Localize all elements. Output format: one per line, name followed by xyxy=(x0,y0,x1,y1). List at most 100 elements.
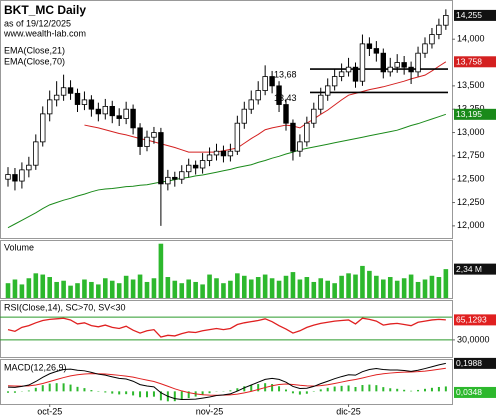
histogram-bar xyxy=(90,390,93,392)
volume-bar xyxy=(255,277,261,298)
volume-bar xyxy=(82,279,87,298)
histogram-bar xyxy=(118,391,121,395)
x-tick-label: dic-25 xyxy=(336,406,361,416)
volume-bar xyxy=(381,279,386,298)
histogram-bar xyxy=(417,389,420,392)
histogram-bar xyxy=(208,391,211,394)
histogram-bar xyxy=(368,384,371,392)
histogram-bar xyxy=(159,391,162,401)
volume-bar xyxy=(408,274,414,298)
histogram-bar xyxy=(437,386,440,392)
volume-bar xyxy=(151,278,157,298)
macd-panel xyxy=(0,359,453,405)
volume-bar xyxy=(235,273,240,298)
candle-body xyxy=(47,99,53,115)
volume-bar xyxy=(75,283,80,298)
candle-body xyxy=(422,43,428,54)
histogram-bar xyxy=(444,386,447,392)
histogram-bar xyxy=(389,388,392,392)
histogram-bar xyxy=(139,391,142,398)
candle-body xyxy=(74,92,81,105)
volume-bar xyxy=(12,279,18,298)
volume-bar xyxy=(68,285,73,298)
candle-body xyxy=(109,106,115,117)
candle-body xyxy=(429,34,435,45)
histogram-bar xyxy=(243,386,246,392)
candle-body xyxy=(373,48,380,54)
candle-body xyxy=(130,108,136,129)
panel-title: MACD(12,26,9) xyxy=(4,362,67,372)
candle-body xyxy=(53,94,60,101)
volume-bar xyxy=(130,279,136,298)
volume-bar xyxy=(318,278,324,298)
y-tick-label: 14,000 xyxy=(457,34,485,44)
histogram-bar xyxy=(146,391,148,398)
candle-body xyxy=(443,14,449,26)
volume-bar xyxy=(346,273,351,298)
candle-body xyxy=(283,104,289,124)
histogram-bar xyxy=(55,383,58,392)
panel-title: RSI(Close,14), SC>70, SV<30 xyxy=(4,302,126,312)
candle-body xyxy=(116,115,122,119)
candle-body xyxy=(394,62,400,68)
candle-body xyxy=(144,136,150,147)
volume-bar xyxy=(109,280,115,298)
histogram-bar xyxy=(7,391,9,393)
histogram-bar xyxy=(173,391,176,402)
signal-line xyxy=(7,367,446,396)
volume-bar xyxy=(144,281,150,298)
candle-body xyxy=(359,43,366,82)
candle-body xyxy=(95,108,102,115)
histogram-bar xyxy=(13,391,16,393)
histogram-bar xyxy=(271,384,274,392)
candle-body xyxy=(26,164,32,171)
histogram-bar xyxy=(152,391,155,397)
volume-bar xyxy=(374,275,379,298)
candle-body xyxy=(206,154,213,161)
histogram-bar xyxy=(333,386,336,392)
volume-bar xyxy=(26,278,32,298)
histogram-bar xyxy=(34,387,37,392)
candle-body xyxy=(338,71,345,77)
volume-bar xyxy=(415,281,421,298)
volume-bar xyxy=(33,273,39,298)
rsi-panel xyxy=(0,300,453,358)
candle-body xyxy=(12,174,18,182)
value-tag-box xyxy=(454,108,496,120)
candle-body xyxy=(311,108,317,124)
value-tag-box xyxy=(454,357,496,369)
volume-bar xyxy=(387,277,393,298)
candle-body xyxy=(304,122,310,143)
volume-bar xyxy=(207,274,212,298)
value-tag: 65,1293 xyxy=(456,315,487,325)
volume-bar xyxy=(394,280,400,298)
value-tag: 14,255 xyxy=(456,10,482,20)
histogram-bar xyxy=(340,385,343,392)
histogram-bar xyxy=(187,391,190,399)
histogram-bar xyxy=(319,389,322,392)
volume-bar xyxy=(179,283,185,298)
volume-bar xyxy=(116,283,122,298)
candle-body xyxy=(60,87,67,96)
volume-bar xyxy=(19,284,25,298)
volume-bar xyxy=(304,277,310,298)
candle-body xyxy=(137,127,143,147)
histogram-bar xyxy=(354,386,357,392)
histogram-bar xyxy=(229,390,232,392)
histogram-bar xyxy=(361,385,364,392)
candle-body xyxy=(151,132,157,138)
histogram-bar xyxy=(48,383,51,392)
candle-body xyxy=(276,85,282,105)
candle-body xyxy=(290,122,296,152)
candle-body xyxy=(380,52,386,73)
histogram-bar xyxy=(27,390,30,392)
histogram-bar xyxy=(347,385,350,392)
histogram-bar xyxy=(201,391,204,395)
candle-body xyxy=(192,164,199,169)
histogram-bar xyxy=(424,388,426,392)
histogram-bar xyxy=(180,391,183,400)
value-tag-box xyxy=(454,56,496,68)
candle-body xyxy=(102,106,108,115)
y-tick-label: 12,500 xyxy=(457,174,485,184)
y-tick-label: 13,250 xyxy=(457,104,485,114)
